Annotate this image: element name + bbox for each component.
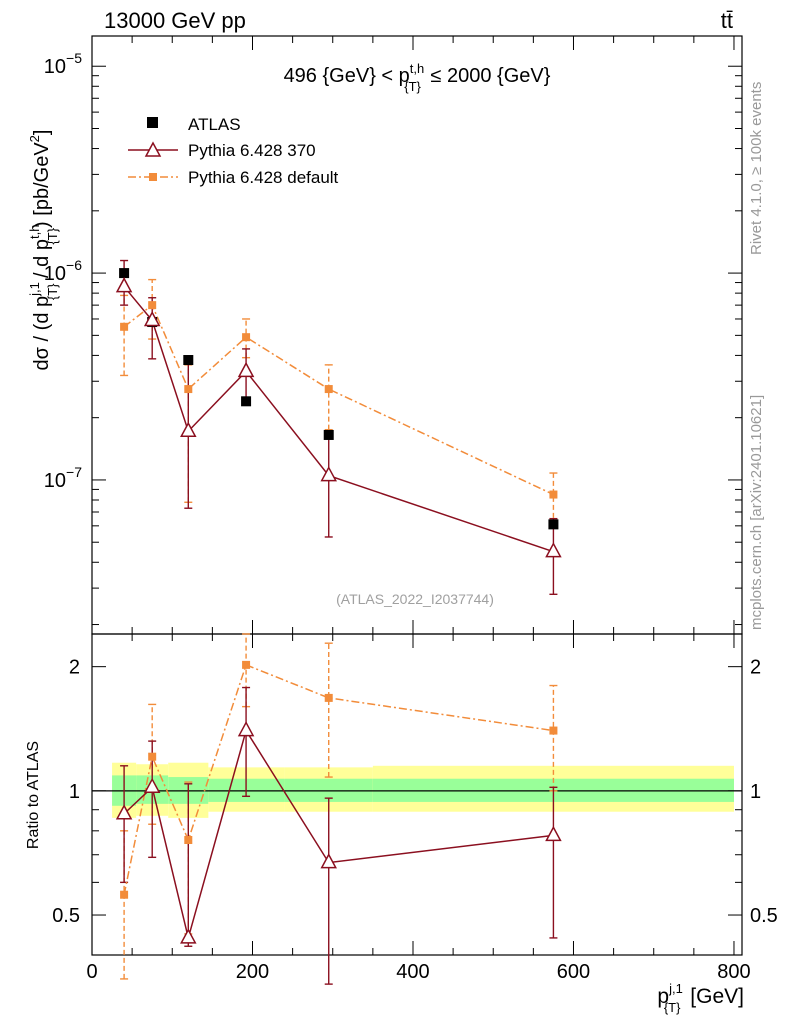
main-panel: 10−510−610−7 496 {GeV} < pt,h {T} ≤ 2000 … <box>27 35 743 635</box>
main-ylabel: dσ / (d pj,1 {T} / d pt,h {T}) [pb/GeV2] <box>27 130 60 371</box>
ratio-pythia370-point <box>143 777 161 794</box>
ratio-default-point <box>148 752 157 761</box>
legend-marker-pythia-370 <box>144 141 162 157</box>
pythia370-point <box>143 310 161 327</box>
ratio-pythia370-point <box>180 928 197 944</box>
ratio-default-point <box>120 890 129 899</box>
default-point <box>148 301 157 310</box>
default-point <box>242 333 251 342</box>
ratio-pythia370-point <box>115 804 133 820</box>
main-ytick-exp: −6 <box>66 257 82 273</box>
header-right: tt̄ <box>721 8 733 33</box>
ratio-xtick-label: 0 <box>86 961 97 983</box>
mcplots-label: mcplots.cern.ch [arXiv:2401.10621] <box>748 395 765 630</box>
ratio-default-point <box>184 836 193 845</box>
ratio-ytick-label-left: 0.5 <box>52 905 80 927</box>
header-left: 13000 GeV pp <box>104 8 246 33</box>
ratio-default-point <box>242 660 251 669</box>
ratio-xtick-label: 600 <box>557 961 590 983</box>
ratio-xtick-label: 400 <box>396 961 429 983</box>
main-title: 496 {GeV} < pt,h {T} ≤ 2000 {GeV} <box>284 61 551 94</box>
legend: ATLAS Pythia 6.428 370 Pythia 6.428 defa… <box>128 115 339 187</box>
analysis-watermark: (ATLAS_2022_I2037744) <box>336 591 494 607</box>
pythia370-point <box>237 361 255 378</box>
default-line <box>123 303 554 496</box>
default-point <box>324 385 333 394</box>
ratio-ytick-label-right: 1 <box>750 781 761 803</box>
atlas-point <box>323 429 334 440</box>
default-point <box>120 322 129 331</box>
ratio-ytick-label-right: 2 <box>750 657 761 679</box>
atlas-point <box>183 355 194 366</box>
ratio-default-point <box>549 726 558 735</box>
ratio-ytick-label-right: 0.5 <box>750 905 778 927</box>
legend-label-atlas: ATLAS <box>188 115 241 134</box>
main-ytick-base: 10 <box>44 470 66 492</box>
atlas-point <box>548 519 559 530</box>
ratio-xtick-label: 800 <box>717 961 750 983</box>
atlas-point <box>119 268 130 279</box>
pythia370-line <box>123 286 554 553</box>
ratio-ylabel: Ratio to ATLAS <box>25 741 42 849</box>
ratio-xtick-label: 200 <box>236 961 269 983</box>
ratio-pythia370-point <box>545 825 562 842</box>
main-ytick-label: 10−7 <box>44 464 82 492</box>
pythia370-point <box>545 542 562 558</box>
ratio-panel: 0.5 0.5 1 1 2 2 0 200 400 600 800 Ratio to ATLAS p… <box>25 633 778 1015</box>
ratio-xlabel: pj,1 {T} [GeV] <box>657 981 744 1015</box>
legend-label-pythia-default: Pythia 6.428 default <box>188 168 339 187</box>
ratio-pythia370-point <box>237 720 255 737</box>
ratio-ytick-label-left: 1 <box>69 781 80 803</box>
ratio-ytick-label-left: 2 <box>69 657 80 679</box>
atlas-point <box>241 396 252 407</box>
main-ytick-exp: −7 <box>66 464 82 480</box>
legend-marker-atlas <box>147 117 158 128</box>
default-point <box>184 385 193 394</box>
main-ytick-label: 10−6 <box>44 257 82 285</box>
legend-marker-pythia-default <box>149 173 157 181</box>
main-ytick-label: 10−5 <box>44 50 82 78</box>
ratio-frame <box>91 633 743 956</box>
pythia370-point <box>115 277 133 293</box>
legend-label-pythia-370: Pythia 6.428 370 <box>188 141 316 160</box>
rivet-label: Rivet 4.1.0, ≥ 100k events <box>748 82 765 255</box>
main-ytick-base: 10 <box>44 263 66 285</box>
pythia370-point <box>320 465 337 482</box>
main-ytick-base: 10 <box>44 56 66 78</box>
main-ytick-exp: −5 <box>66 50 82 66</box>
pythia370-point <box>180 421 197 437</box>
ratio-pythia370-point <box>320 853 337 869</box>
ratio-default-point <box>324 693 333 702</box>
ratio-default-line <box>123 663 554 895</box>
default-point <box>549 490 558 499</box>
